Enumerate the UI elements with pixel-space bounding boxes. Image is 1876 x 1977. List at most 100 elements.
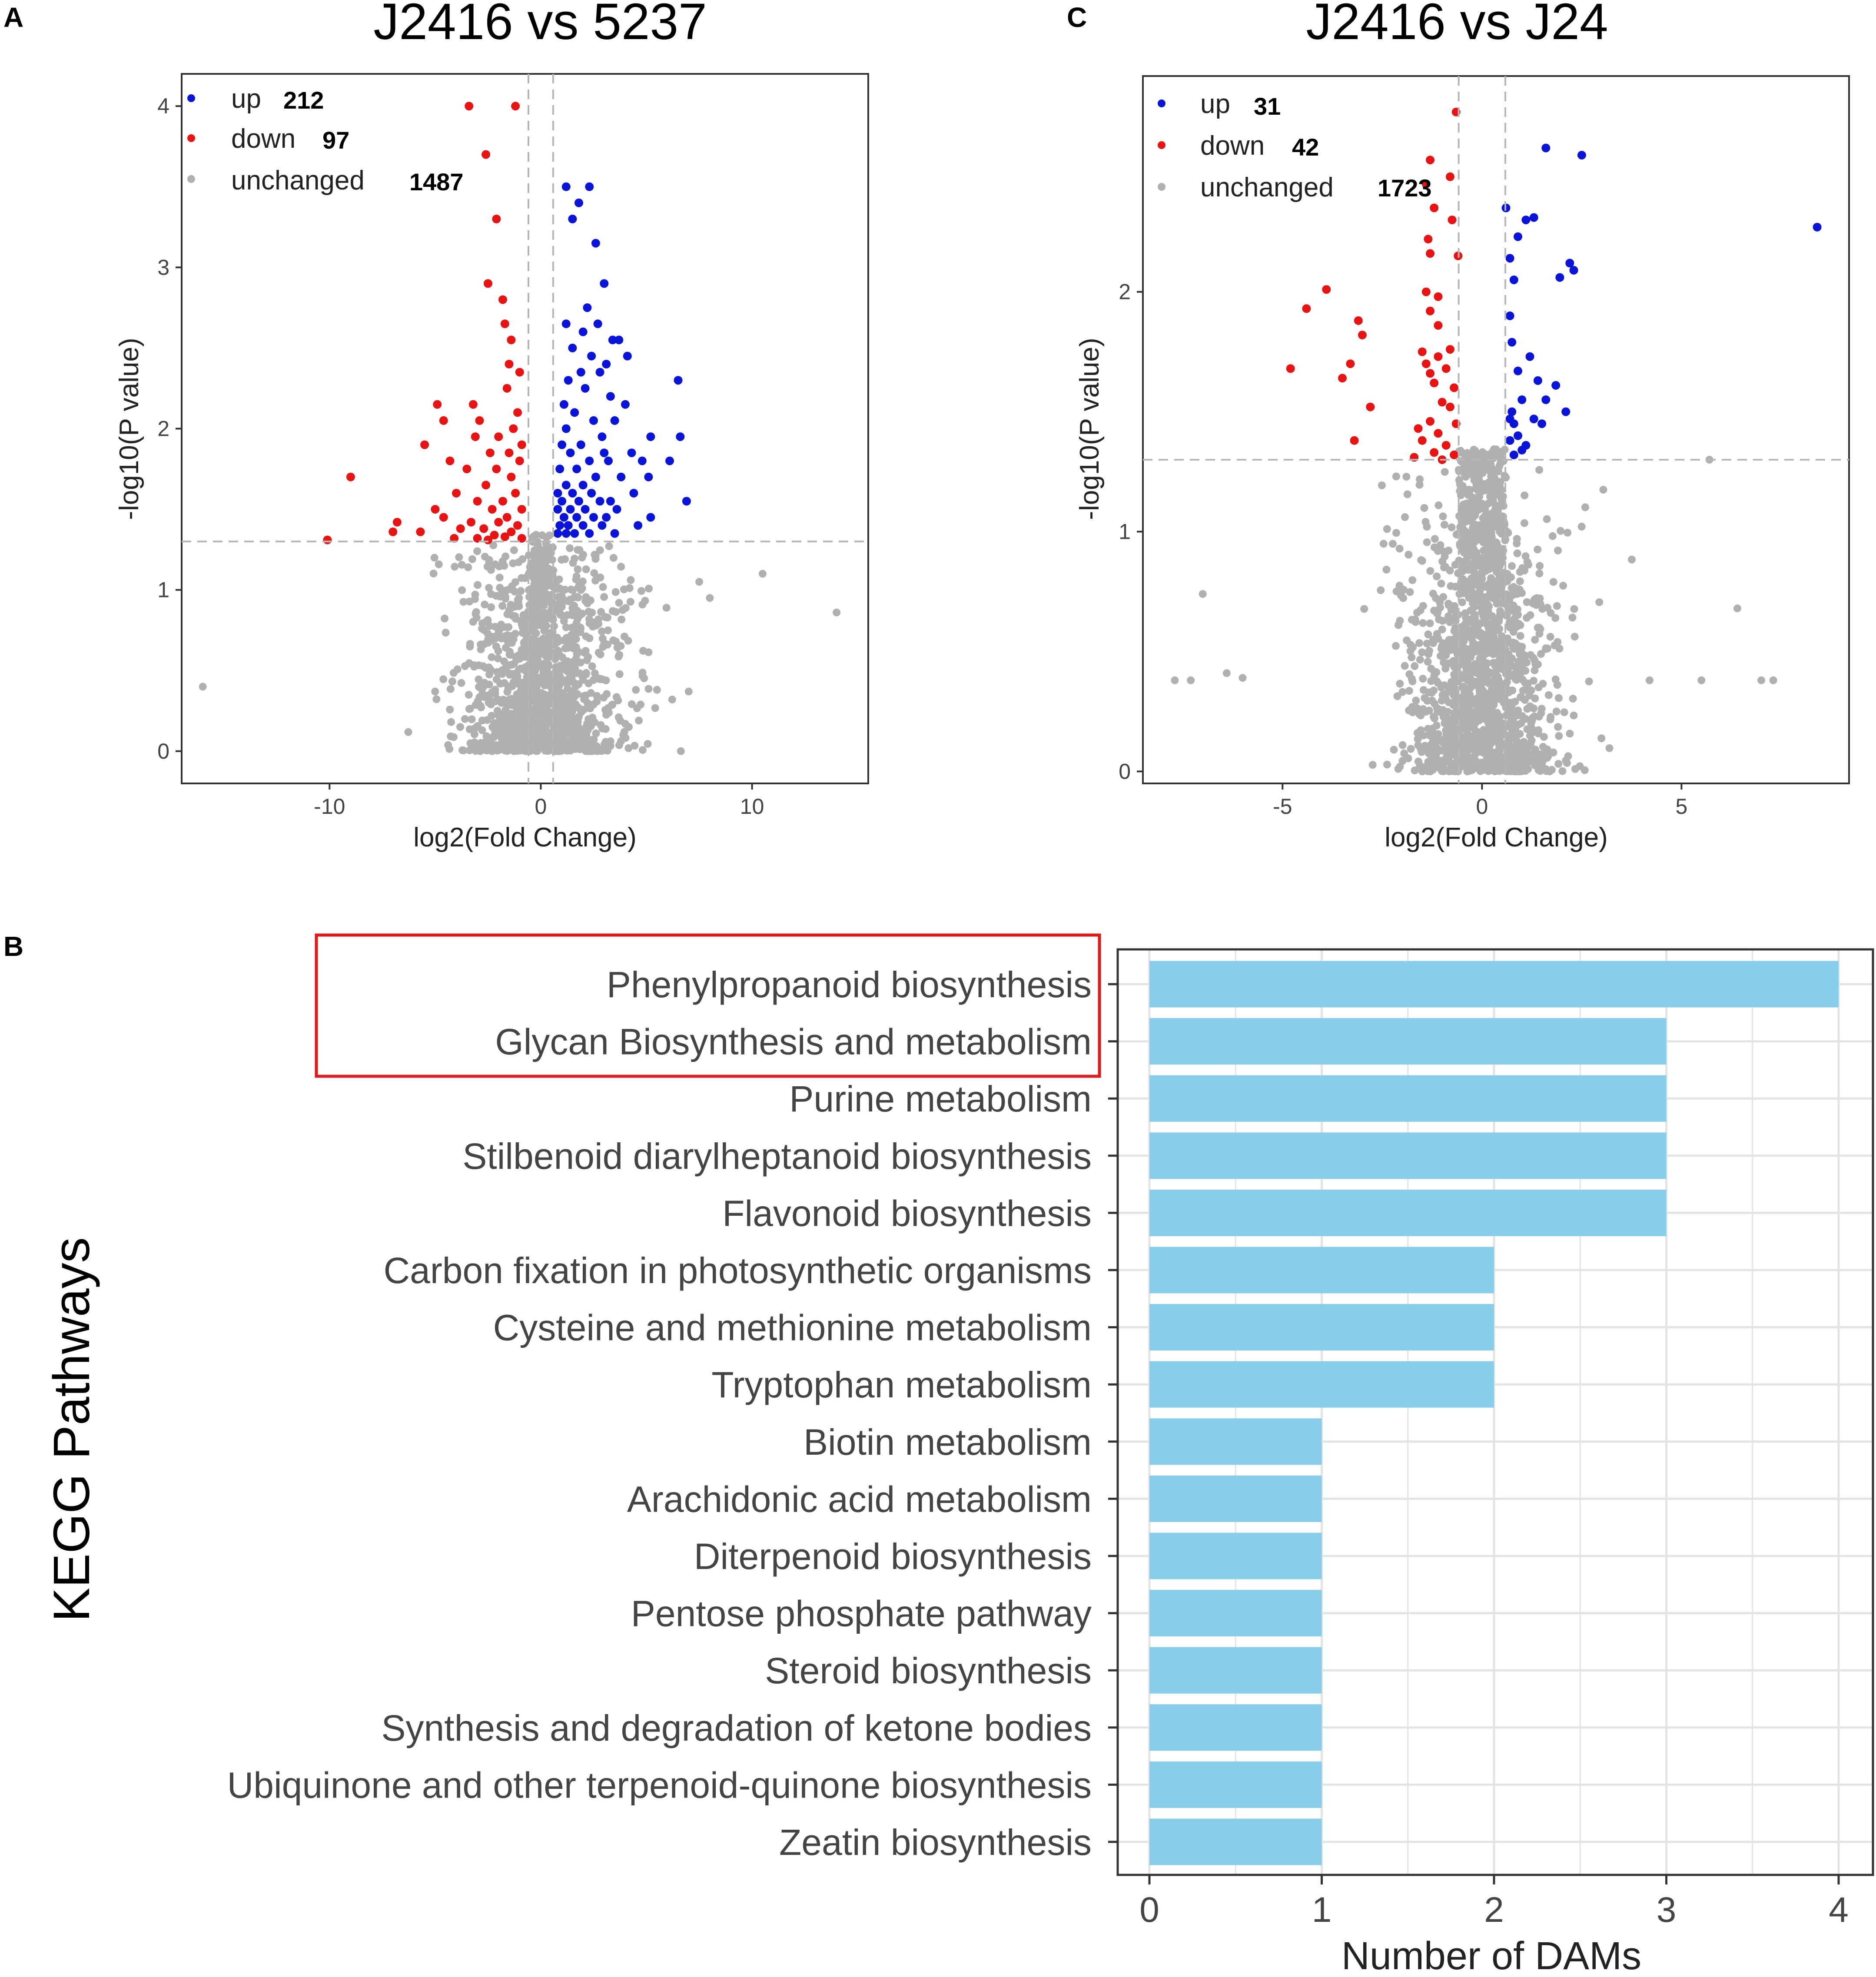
volcano-c-point-down bbox=[1448, 216, 1457, 225]
volcano-c-point-unchanged bbox=[1535, 466, 1544, 474]
volcano-a-point-unchanged bbox=[498, 602, 507, 610]
volcano-a-point-down bbox=[511, 489, 520, 498]
volcano-c-point-up bbox=[1577, 151, 1586, 160]
volcano-a-point-up bbox=[572, 464, 581, 474]
volcano-a-point-up bbox=[617, 472, 626, 481]
volcano-c-point-unchanged bbox=[1468, 562, 1476, 571]
volcano-c-point-unchanged bbox=[1552, 707, 1561, 716]
volcano-a-point-unchanged bbox=[545, 708, 554, 716]
volcano-a-point-down bbox=[517, 505, 526, 514]
volcano-c-point-unchanged bbox=[1531, 694, 1539, 703]
volcano-a-point-unchanged bbox=[404, 728, 412, 736]
volcano-c-point-down bbox=[1286, 364, 1295, 373]
volcano-c-point-unchanged bbox=[1549, 578, 1557, 586]
volcano-a-point-unchanged bbox=[446, 706, 454, 713]
volcano-c-point-unchanged bbox=[1476, 710, 1484, 718]
volcano-a-point-unchanged bbox=[535, 609, 542, 617]
kegg-bar bbox=[1149, 1189, 1667, 1236]
kegg-ylabel: KEGG Pathways bbox=[43, 1237, 100, 1622]
volcano-c-y-tick-label: 2 bbox=[1119, 280, 1131, 304]
volcano-c-title: J2416 vs J24 bbox=[1306, 0, 1608, 50]
volcano-c-point-unchanged bbox=[1570, 605, 1578, 613]
volcano-c-point-unchanged bbox=[1536, 562, 1544, 570]
volcano-a-point-unchanged bbox=[529, 692, 537, 700]
volcano-c-point-unchanged bbox=[1548, 532, 1557, 540]
volcano-c-point-unchanged bbox=[1473, 735, 1481, 743]
volcano-c-point-unchanged bbox=[1432, 721, 1441, 730]
volcano-c-point-unchanged bbox=[1492, 479, 1500, 488]
volcano-a-point-up bbox=[610, 529, 619, 538]
volcano-c-point-down bbox=[1322, 285, 1331, 294]
volcano-c-point-unchanged bbox=[1453, 753, 1461, 761]
kegg-bar bbox=[1149, 1418, 1322, 1465]
volcano-a-point-down bbox=[494, 517, 503, 527]
volcano-c-point-unchanged bbox=[1398, 741, 1407, 749]
volcano-a-point-down bbox=[483, 535, 492, 544]
volcano-a-point-down bbox=[462, 464, 471, 474]
volcano-a-point-unchanged bbox=[567, 677, 575, 685]
volcano-c-point-unchanged bbox=[1405, 687, 1413, 695]
volcano-c-point-up bbox=[1521, 216, 1531, 225]
volcano-a-point-up bbox=[644, 472, 653, 481]
volcano-c-point-unchanged bbox=[1421, 518, 1430, 526]
volcano-a-point-unchanged bbox=[448, 677, 456, 686]
volcano-c-point-unchanged bbox=[1585, 677, 1593, 686]
volcano-a-point-unchanged bbox=[539, 584, 548, 592]
volcano-a-point-down bbox=[439, 416, 448, 425]
volcano-c-y-tick-label: 0 bbox=[1119, 759, 1131, 783]
volcano-a-point-unchanged bbox=[565, 597, 573, 606]
volcano-c-point-unchanged bbox=[1416, 475, 1424, 483]
volcano-c-point-unchanged bbox=[1494, 738, 1502, 746]
volcano-c-point-up bbox=[1514, 232, 1522, 241]
volcano-c-point-unchanged bbox=[1437, 683, 1445, 692]
volcano-a-point-unchanged bbox=[511, 653, 520, 661]
volcano-a-point-unchanged bbox=[461, 662, 469, 670]
volcano-c-point-unchanged bbox=[1394, 765, 1402, 773]
volcano-a-point-unchanged bbox=[554, 686, 562, 694]
volcano-a-point-down bbox=[509, 424, 518, 433]
volcano-c-point-unchanged bbox=[1441, 563, 1450, 571]
volcano-c-point-up bbox=[1529, 213, 1538, 222]
volcano-c-point-unchanged bbox=[1501, 520, 1509, 528]
volcano-a-point-unchanged bbox=[758, 570, 767, 578]
volcano-a-point-up bbox=[561, 182, 571, 191]
volcano-a-point-down bbox=[481, 150, 491, 159]
volcano-a-point-unchanged bbox=[540, 675, 548, 683]
volcano-a-point-unchanged bbox=[617, 563, 625, 571]
volcano-a-point-up bbox=[576, 440, 585, 449]
volcano-a-point-unchanged bbox=[477, 703, 485, 711]
volcano-c-point-unchanged bbox=[1555, 732, 1563, 740]
volcano-c-point-up bbox=[1507, 407, 1517, 416]
volcano-c-point-unchanged bbox=[1481, 663, 1490, 672]
volcano-a-point-unchanged bbox=[561, 555, 569, 563]
volcano-c-point-unchanged bbox=[1415, 639, 1423, 647]
volcano-c-point-unchanged bbox=[1475, 686, 1484, 694]
volcano-c-point-unchanged bbox=[1546, 633, 1554, 641]
volcano-c-point-unchanged bbox=[1564, 528, 1572, 537]
kegg-category-label: Synthesis and degradation of ketone bodi… bbox=[381, 1708, 1092, 1748]
volcano-a-point-unchanged bbox=[458, 746, 467, 754]
volcano-a-point-unchanged bbox=[611, 588, 620, 596]
volcano-c-point-down bbox=[1434, 292, 1443, 301]
volcano-a-point-up bbox=[570, 529, 579, 538]
volcano-a-point-unchanged bbox=[544, 643, 552, 651]
volcano-a-point-unchanged bbox=[531, 711, 539, 720]
volcano-c-point-unchanged bbox=[1519, 687, 1527, 695]
volcano-c-point-unchanged bbox=[1501, 740, 1509, 749]
volcano-a-point-up bbox=[612, 505, 621, 514]
volcano-c-point-unchanged bbox=[1426, 567, 1434, 575]
volcano-a-point-unchanged bbox=[485, 743, 493, 751]
volcano-a-point-up bbox=[602, 360, 611, 368]
volcano-a-point-unchanged bbox=[564, 684, 572, 693]
volcano-c-point-up bbox=[1509, 419, 1518, 428]
volcano-a-point-unchanged bbox=[533, 602, 541, 610]
volcano-a-point-unchanged bbox=[560, 677, 568, 686]
volcano-a-point-unchanged bbox=[199, 683, 207, 691]
volcano-a-point-unchanged bbox=[455, 553, 463, 561]
volcano-c-point-unchanged bbox=[1507, 573, 1515, 581]
volcano-c-point-unchanged bbox=[1551, 614, 1560, 622]
volcano-a-point-unchanged bbox=[458, 561, 466, 569]
panel-b-letter: B bbox=[3, 931, 23, 962]
volcano-a-point-unchanged bbox=[632, 686, 640, 694]
volcano-c-point-unchanged bbox=[1628, 555, 1636, 564]
